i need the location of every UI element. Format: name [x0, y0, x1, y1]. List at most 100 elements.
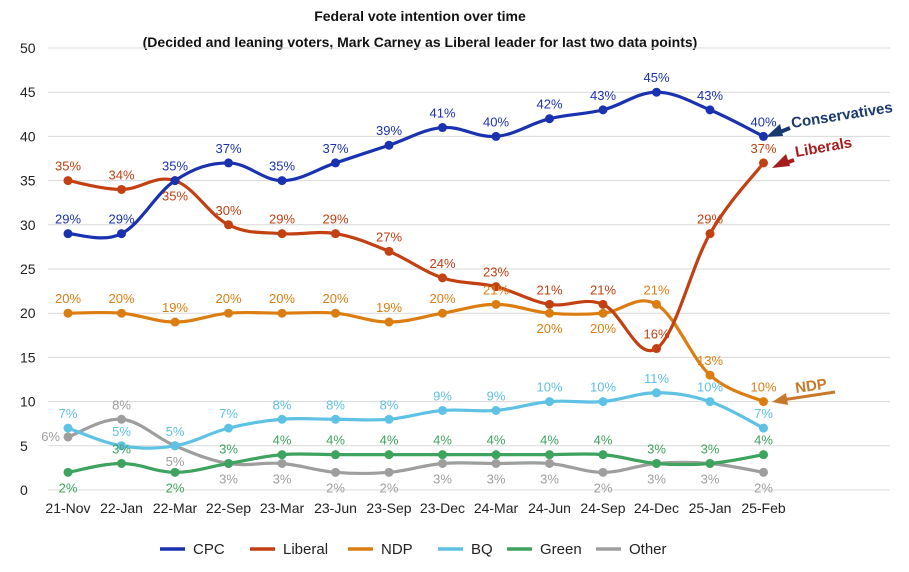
data-point-bq: [705, 397, 715, 407]
data-point-ndp: [63, 308, 73, 318]
data-label-liberal: 24%: [429, 256, 455, 271]
data-label-other: 3%: [701, 471, 720, 486]
data-point-other: [63, 432, 73, 442]
data-point-green: [705, 458, 715, 468]
data-point-cpc: [117, 229, 126, 239]
data-label-ndp: 19%: [162, 300, 188, 315]
data-label-green: 4%: [754, 433, 773, 448]
data-label-other: 3%: [433, 471, 452, 486]
data-label-ndp: 21%: [483, 282, 509, 297]
annotation-ndp-arrow: [781, 390, 836, 402]
data-label-ndp: 20%: [55, 291, 81, 306]
data-point-cpc: [331, 158, 340, 168]
data-point-green: [491, 450, 501, 460]
data-label-liberal: 35%: [55, 159, 81, 174]
data-label-ndp: 20%: [269, 291, 295, 306]
data-label-green: 4%: [380, 433, 399, 448]
data-point-liberal: [652, 344, 661, 354]
data-point-ndp: [705, 370, 715, 380]
data-label-liberal: 16%: [643, 327, 669, 342]
data-point-bq: [224, 423, 233, 433]
chart-title: Federal vote intention over time: [314, 8, 526, 24]
data-label-green: 4%: [594, 433, 613, 448]
data-point-green: [598, 450, 608, 460]
data-point-cpc: [438, 123, 447, 133]
data-point-bq: [117, 441, 126, 451]
data-label-green: 3%: [112, 441, 131, 456]
y-tick-label: 15: [20, 349, 36, 365]
data-point-cpc: [170, 176, 180, 186]
data-label-cpc: 43%: [590, 88, 616, 103]
data-label-green: 4%: [326, 433, 345, 448]
legend: CPC Liberal NDP BQ Green Other: [160, 541, 667, 558]
data-point-cpc: [759, 131, 768, 141]
annotation-liberals: Liberals: [772, 134, 853, 168]
data-label-green: 3%: [219, 441, 238, 456]
data-label-cpc: 39%: [376, 123, 402, 138]
data-label-ndp: 20%: [322, 291, 348, 306]
data-point-bq: [545, 397, 554, 407]
data-point-ndp: [224, 308, 233, 318]
data-label-bq: 9%: [487, 388, 506, 403]
y-axis-ticks: 0 5 10 15 20 25 30 35 40 45 50: [20, 40, 36, 498]
chart-subtitle: (Decided and leaning voters, Mark Carney…: [143, 34, 698, 50]
data-label-cpc: 29%: [55, 212, 81, 227]
data-label-other: 6%: [41, 429, 60, 444]
data-point-other: [384, 467, 394, 477]
data-label-ndp: 21%: [643, 282, 669, 297]
annotation-conservatives-arrowhead: [766, 124, 783, 137]
data-point-cpc: [652, 87, 661, 97]
data-point-bq: [598, 397, 608, 407]
data-label-ndp: 10%: [750, 380, 776, 395]
data-point-liberal: [705, 229, 715, 239]
data-point-bq: [438, 405, 447, 415]
data-point-liberal: [598, 299, 608, 309]
data-point-bq: [491, 405, 501, 415]
data-label-ndp: 13%: [697, 353, 723, 368]
data-label-other: 3%: [647, 471, 666, 486]
data-label-ndp: 20%: [536, 321, 562, 336]
data-point-green: [652, 458, 661, 468]
y-tick-label: 40: [20, 128, 36, 144]
legend-label-green: Green: [540, 541, 582, 558]
data-label-liberal: 29%: [697, 212, 723, 227]
y-tick-label: 5: [20, 438, 28, 454]
data-point-green: [331, 450, 340, 460]
x-tick-label: 21-Nov: [45, 500, 90, 516]
x-tick-label: 23-Sep: [366, 500, 411, 516]
x-tick-label: 23-Jun: [314, 500, 357, 516]
y-tick-label: 35: [20, 173, 36, 189]
data-point-green: [277, 450, 287, 460]
data-point-bq: [759, 423, 768, 433]
legend-label-bq: BQ: [471, 541, 493, 558]
x-axis-ticks: 21-Nov 22-Jan 22-Mar 22-Sep 23-Mar 23-Jun 23-S…: [45, 500, 785, 516]
data-label-bq: 5%: [166, 424, 185, 439]
data-point-ndp: [170, 317, 180, 327]
data-point-other: [491, 458, 501, 468]
annotation-ndp-text: NDP: [794, 376, 828, 397]
y-tick-label: 45: [20, 84, 36, 100]
data-label-ndp: 20%: [108, 291, 134, 306]
x-tick-label: 23-Mar: [260, 500, 305, 516]
data-label-cpc: 37%: [215, 141, 241, 156]
data-label-cpc: 45%: [643, 70, 669, 85]
data-point-bq: [331, 414, 340, 424]
data-label-liberal: 35%: [162, 189, 188, 204]
data-point-liberal: [384, 246, 394, 256]
data-point-ndp: [277, 308, 287, 318]
x-tick-label: 23-Dec: [420, 500, 465, 516]
series-line-bq: [67, 391, 765, 450]
data-point-liberal: [117, 184, 126, 194]
data-label-bq: 8%: [273, 397, 292, 412]
data-point-bq: [170, 441, 180, 451]
data-point-cpc: [224, 158, 233, 168]
data-label-liberal: 27%: [376, 229, 402, 244]
data-label-other: 2%: [594, 480, 613, 495]
data-label-liberal: 30%: [215, 203, 241, 218]
data-label-liberal: 29%: [269, 212, 295, 227]
data-point-bq: [63, 423, 73, 433]
data-label-bq: 11%: [644, 371, 669, 386]
data-labels: 6% 8% 5% 3% 3% 2% 2% 3% 3% 3% 2% 3% 3% 2% 2% 3% 2% 3% 4% 4%…: [41, 70, 777, 495]
legend-label-other: Other: [629, 541, 667, 558]
data-point-ndp: [598, 308, 608, 318]
